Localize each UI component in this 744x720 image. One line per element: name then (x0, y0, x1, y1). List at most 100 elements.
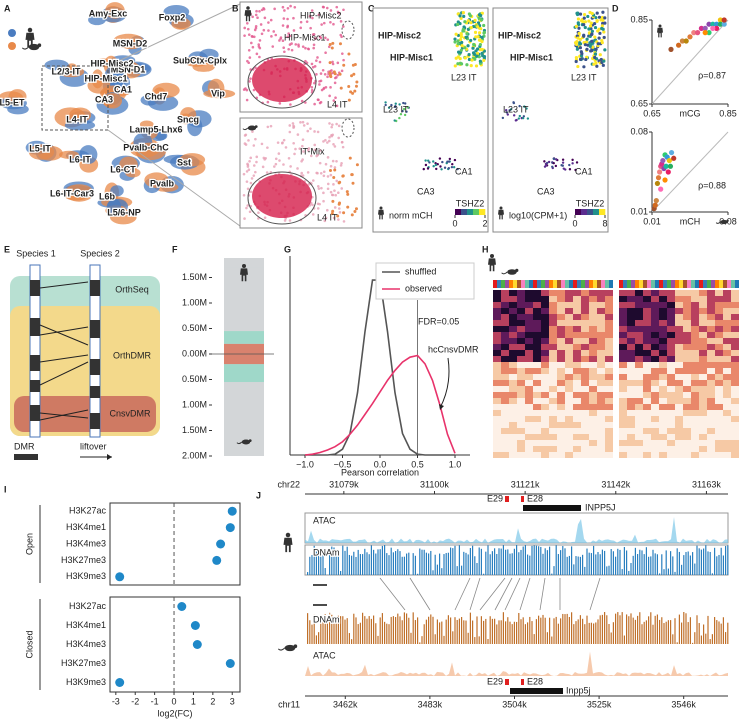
heatmap-cell (619, 434, 627, 440)
colorbar (461, 209, 468, 215)
methylation-bar (498, 548, 500, 575)
methylation-bar (637, 615, 639, 644)
heatmap-cell (557, 350, 565, 356)
cell-dot (571, 158, 574, 162)
cell-dot (304, 59, 307, 63)
cell-dot (453, 40, 457, 44)
cell-dot (582, 12, 587, 17)
species-label: Species 2 (80, 248, 120, 258)
heatmap-cell (691, 302, 699, 308)
cell-dot (515, 118, 518, 122)
heatmap-cell (509, 362, 517, 368)
heatmap-cell (573, 416, 581, 422)
cluster-strip (533, 280, 537, 288)
point (710, 25, 716, 31)
heatmap-cell (549, 434, 557, 440)
heatmap-cell (557, 308, 565, 314)
cnsvdmr-region (14, 396, 156, 432)
methylation-bar (531, 545, 533, 575)
cell-dot (330, 125, 333, 129)
methylation-bar (340, 616, 342, 644)
heatmap-cell (605, 362, 613, 368)
cell-dot (331, 123, 334, 126)
methylation-bar (593, 545, 595, 575)
cell-dot (243, 34, 246, 37)
cell-dot (320, 23, 323, 26)
heatmap-cell (643, 338, 651, 344)
cell-dot (324, 162, 328, 166)
point (702, 25, 708, 31)
methylation-bar (309, 556, 311, 575)
heatmap-cell (509, 296, 517, 302)
heatmap-cell (589, 374, 597, 380)
methylation-bar (351, 639, 353, 644)
methylation-bar (590, 622, 592, 644)
cell-dot (307, 183, 311, 186)
cell-dot (435, 167, 438, 171)
heatmap-cell (627, 380, 635, 386)
cell-dot (353, 209, 357, 213)
cell-dot (593, 25, 598, 30)
heatmap-cell (517, 338, 525, 344)
cell-dot (249, 156, 253, 160)
cell-dot (461, 11, 465, 15)
heatmap-cell (597, 428, 605, 434)
cell-dot (588, 44, 592, 48)
heatmap-cell (675, 392, 683, 398)
cell-dot (574, 168, 577, 172)
cluster-strip (557, 280, 561, 288)
heatmap-cell (715, 296, 723, 302)
cluster-strip (683, 280, 687, 288)
heatmap-cell (605, 434, 613, 440)
heatmap-cell (525, 434, 533, 440)
cell-dot (346, 192, 350, 196)
methylation-bar (716, 620, 718, 644)
methylation-bar (524, 545, 526, 575)
heatmap-cell (683, 404, 691, 410)
dmr-block (30, 318, 40, 336)
methylation-bar (322, 619, 324, 644)
heatmap-cell (723, 404, 731, 410)
panel-letter: J (256, 490, 261, 500)
heatmap-cell (573, 422, 581, 428)
heatmap-cell (509, 434, 517, 440)
methylation-bar (474, 637, 476, 644)
heatmap-cell (525, 314, 533, 320)
cell-dot (292, 16, 295, 20)
cell-dot (456, 22, 460, 27)
heatmap-cell (597, 308, 605, 314)
cluster-strip (623, 280, 627, 288)
heatmap-cell (651, 404, 659, 410)
mouse-icon (241, 439, 251, 445)
heatmap-cell (557, 356, 565, 362)
cell-dot (300, 99, 304, 103)
cell-dot (304, 46, 307, 50)
heatmap-cell (589, 314, 597, 320)
heatmap-cell (509, 320, 517, 326)
cell-dot (454, 56, 458, 60)
category-label: H3K4me1 (66, 620, 106, 630)
cluster-label: CA1 (114, 84, 132, 94)
heatmap-cell (675, 368, 683, 374)
heatmap-cell (731, 386, 739, 392)
methylation-bar (544, 617, 546, 644)
heatmap-cell (533, 422, 541, 428)
heatmap-cell (501, 428, 509, 434)
cell-dot (592, 62, 596, 66)
heatmap-cell (597, 386, 605, 392)
methylation-bar (456, 566, 458, 575)
heatmap-cell (517, 446, 525, 452)
heatmap-cell (573, 302, 581, 308)
methylation-bar (450, 617, 452, 644)
cluster-blob (115, 73, 131, 93)
heatmap-cell (707, 362, 715, 368)
cell-dot (269, 18, 273, 22)
x-tick-label: 0.85 (719, 108, 737, 118)
methylation-bar (428, 553, 430, 575)
heatmap-cell (493, 344, 501, 350)
panel-letter: B (232, 3, 239, 13)
heatmap-cell (635, 362, 643, 368)
methylation-bar (480, 616, 482, 644)
cell-dot (331, 62, 335, 66)
signal-track (305, 517, 728, 543)
